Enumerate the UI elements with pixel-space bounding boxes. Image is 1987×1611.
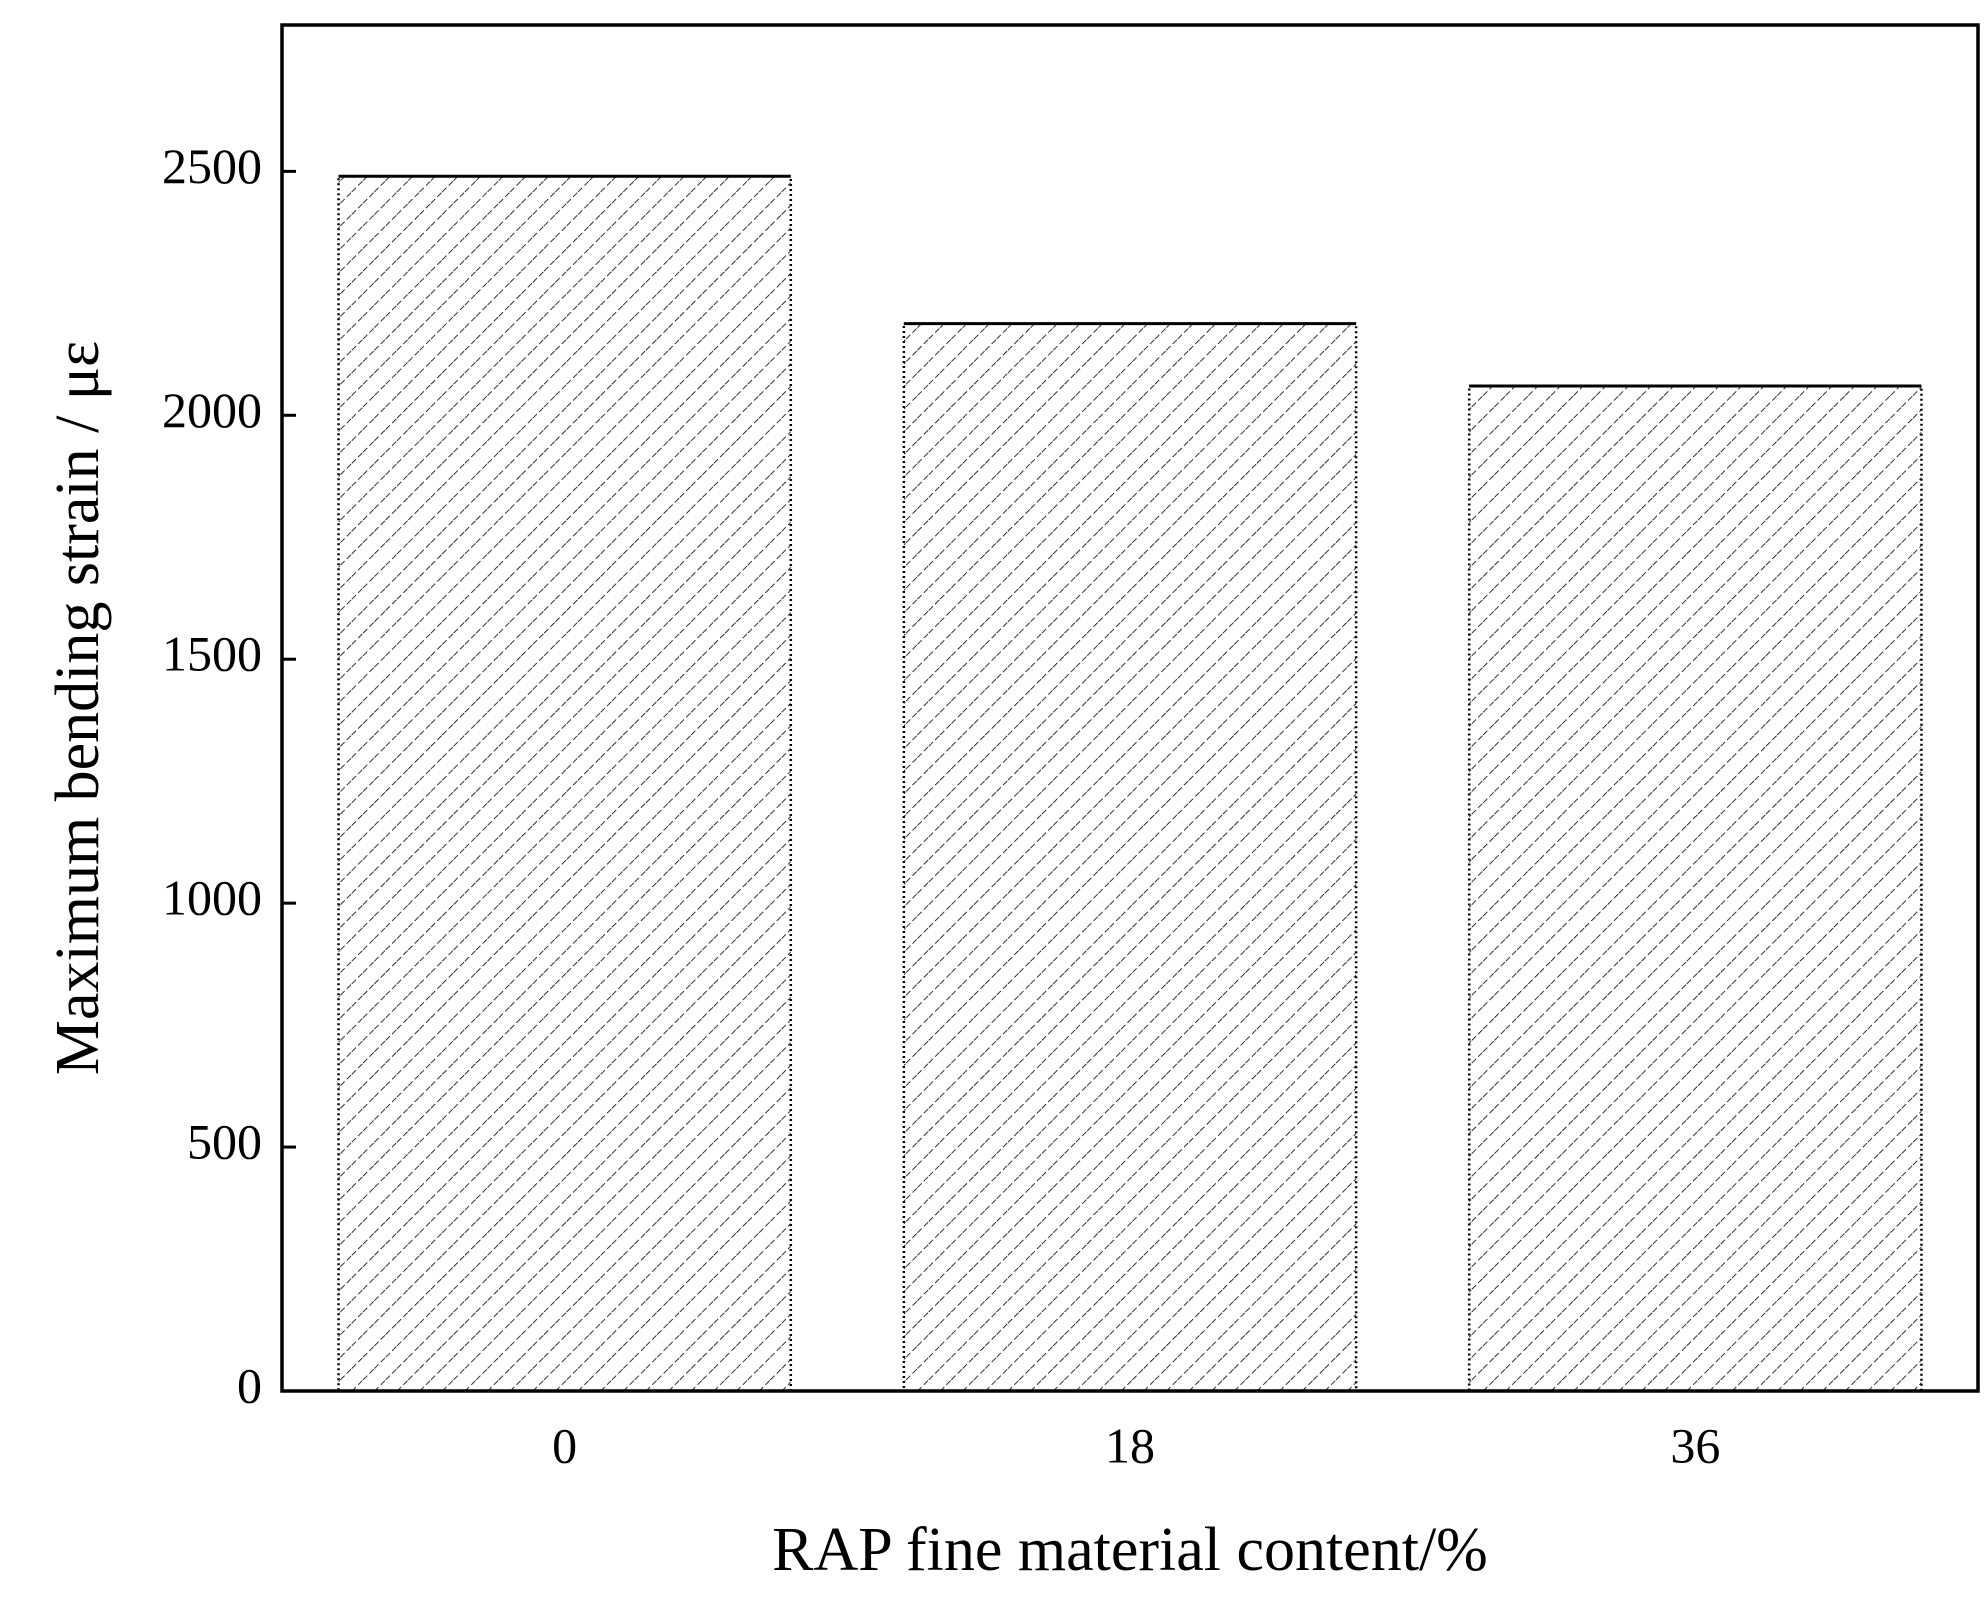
y-tick-label: 0 [237, 1357, 262, 1413]
y-tick-label: 2500 [162, 138, 262, 194]
x-tick-label: 0 [552, 1417, 577, 1473]
plot-frame [280, 23, 1980, 1393]
y-tick-label: 2000 [162, 382, 262, 438]
y-tick-label: 500 [187, 1114, 262, 1170]
x-axis-title: RAP fine material content/% [772, 1516, 1488, 1584]
bar [1467, 384, 1923, 1393]
x-tick-label: 36 [1670, 1417, 1720, 1473]
y-tick-label: 1000 [162, 870, 262, 926]
y-tick-label: 1500 [162, 626, 262, 682]
y-axis-title: Maximum bending strain / με [44, 341, 112, 1075]
x-tick-label: 18 [1105, 1417, 1155, 1473]
bar [902, 322, 1358, 1393]
bar [337, 174, 793, 1393]
